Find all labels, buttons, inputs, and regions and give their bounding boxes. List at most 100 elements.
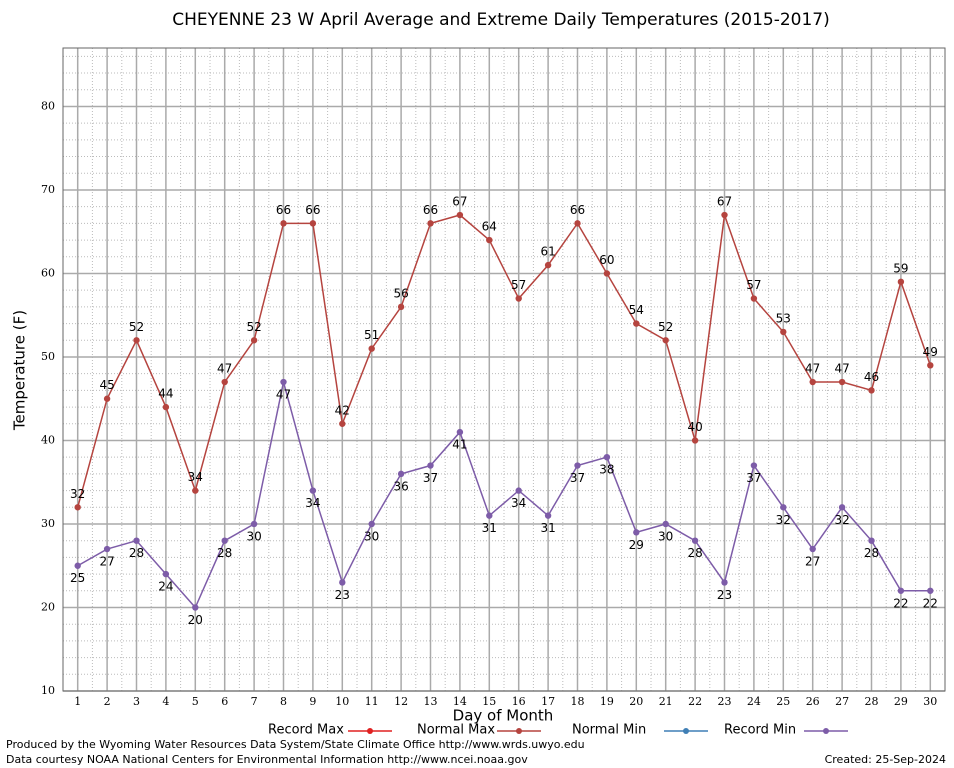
data-point [691,537,699,544]
data-label: 46 [864,370,879,384]
y-tick-label: 50 [41,350,55,363]
data-label: 66 [305,203,320,217]
data-label: 47 [834,362,849,376]
legend-label: Normal Min [572,723,646,738]
data-point [574,462,581,469]
data-label: 28 [129,546,144,560]
y-tick-label: 20 [41,600,55,613]
data-label: 61 [540,245,555,259]
data-label: 37 [423,471,438,485]
legend-marker [367,728,373,734]
data-label: 40 [687,420,702,434]
x-tick-label: 2 [104,695,111,708]
data-label: 22 [893,596,908,610]
data-point [633,529,640,536]
data-label: 59 [893,261,908,275]
x-tick-label: 1 [74,695,81,708]
data-label: 56 [393,286,408,300]
x-tick-label: 8 [280,695,287,708]
y-tick-label: 80 [41,99,55,112]
data-point [339,420,346,427]
x-axis-label: Day of Month [453,707,554,725]
data-label: 30 [364,529,379,543]
data-point [192,604,199,611]
data-point [603,453,611,461]
data-label: 37 [746,471,761,485]
data-label: 34 [188,470,203,484]
x-tick-label: 5 [192,695,199,708]
data-point [456,211,464,219]
data-label: 31 [540,521,555,535]
y-axis-label: Temperature (F) [11,310,29,431]
series-line [76,214,932,508]
legend-label: Normal Max [417,723,495,738]
data-point [427,220,434,227]
data-point [633,320,640,327]
data-point [809,378,816,386]
x-tick-label: 24 [747,695,761,708]
data-label: 57 [746,278,761,292]
x-tick-label: 30 [923,695,937,708]
data-label: 47 [805,362,820,376]
data-point [250,337,258,344]
data-point [368,520,375,528]
x-tick-label: 7 [251,695,258,708]
data-label: 28 [687,546,702,560]
data-point [750,462,758,469]
data-label: 42 [335,403,350,417]
legend-marker [683,728,689,734]
data-label: 54 [629,303,644,317]
series-line [77,381,931,609]
legend-marker [516,728,522,734]
y-tick-label: 60 [41,266,55,279]
data-label: 57 [511,278,526,292]
x-tick-label: 20 [629,695,643,708]
data-label: 52 [246,320,261,334]
data-label: 32 [776,513,791,527]
data-label: 23 [717,588,732,602]
legend-label: Record Min [724,723,796,738]
x-tick-label: 18 [571,695,585,708]
y-tick-label: 30 [41,517,55,530]
x-tick-label: 9 [309,695,316,708]
data-point [397,470,405,478]
data-point [427,462,434,469]
data-point [838,378,846,386]
data-label: 64 [482,220,497,234]
data-label: 52 [129,320,144,334]
plot-frame [62,47,946,692]
footer: Data courtesy NOAA National Centers for … [6,753,528,766]
data-point [721,579,728,586]
data-label: 34 [511,496,526,510]
data-point [339,579,346,586]
data-point [280,220,287,227]
data-label: 60 [599,253,614,267]
data-label: 45 [99,378,114,392]
data-label: 30 [246,529,261,543]
data-point [133,337,140,344]
data-label: 66 [570,203,585,217]
data-point [927,587,934,594]
data-point [397,303,405,311]
data-point [662,337,669,344]
legend-marker [823,728,829,734]
data-point [162,570,170,578]
data-point [103,545,111,553]
data-label: 41 [452,438,467,452]
x-tick-label: 11 [365,695,379,708]
data-label: 34 [305,496,320,510]
x-tick-label: 4 [162,695,169,708]
x-tick-label: 3 [133,695,140,708]
data-label: 52 [658,320,673,334]
data-label: 44 [158,387,173,401]
data-point [368,345,375,352]
data-label: 67 [717,195,732,209]
chart-title: CHEYENNE 23 W April Average and Extreme … [172,10,829,30]
data-label: 31 [482,521,497,535]
data-label: 47 [217,362,232,376]
data-point [662,520,669,528]
data-point [868,537,875,544]
data-label: 49 [923,345,938,359]
footer: Produced by the Wyoming Water Resources … [6,738,585,751]
data-point [544,261,552,269]
